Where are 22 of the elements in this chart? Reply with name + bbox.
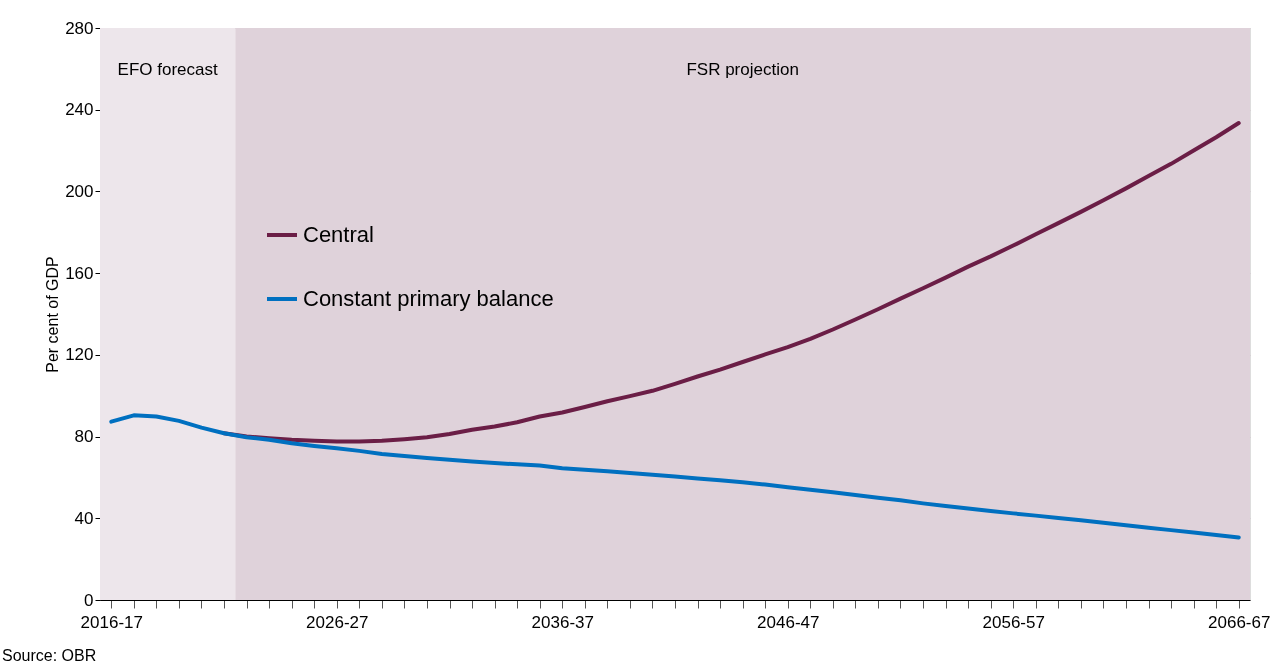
x-tick-label: 2036-37 — [531, 612, 594, 632]
y-tick-label: 240 — [65, 100, 94, 120]
y-tick-label: 0 — [84, 590, 94, 610]
y-tick-label: 40 — [74, 508, 94, 528]
x-tick-label: 2066-67 — [1208, 612, 1271, 632]
line-series — [222, 120, 1241, 444]
source-note: Source: OBR — [2, 647, 97, 664]
annotation: EFO forecast — [117, 60, 218, 79]
y-tick-label: 80 — [74, 427, 94, 447]
x-tick-label: 2016-17 — [80, 612, 143, 632]
legend-label: Central — [303, 222, 374, 247]
y-axis-title: Per cent of GDP — [44, 256, 62, 373]
annotation: FSR projection — [686, 60, 799, 79]
x-tick-label: 2046-47 — [757, 612, 820, 632]
y-tick-label: 280 — [65, 18, 94, 38]
legend-label: Constant primary balance — [303, 286, 554, 311]
x-tick-label: 2026-27 — [306, 612, 369, 632]
y-tick-label: 160 — [65, 263, 94, 283]
line-series — [109, 413, 1241, 540]
x-tick-label: 2056-57 — [982, 612, 1045, 632]
y-tick-label: 120 — [65, 345, 94, 365]
y-tick-label: 200 — [65, 181, 94, 201]
